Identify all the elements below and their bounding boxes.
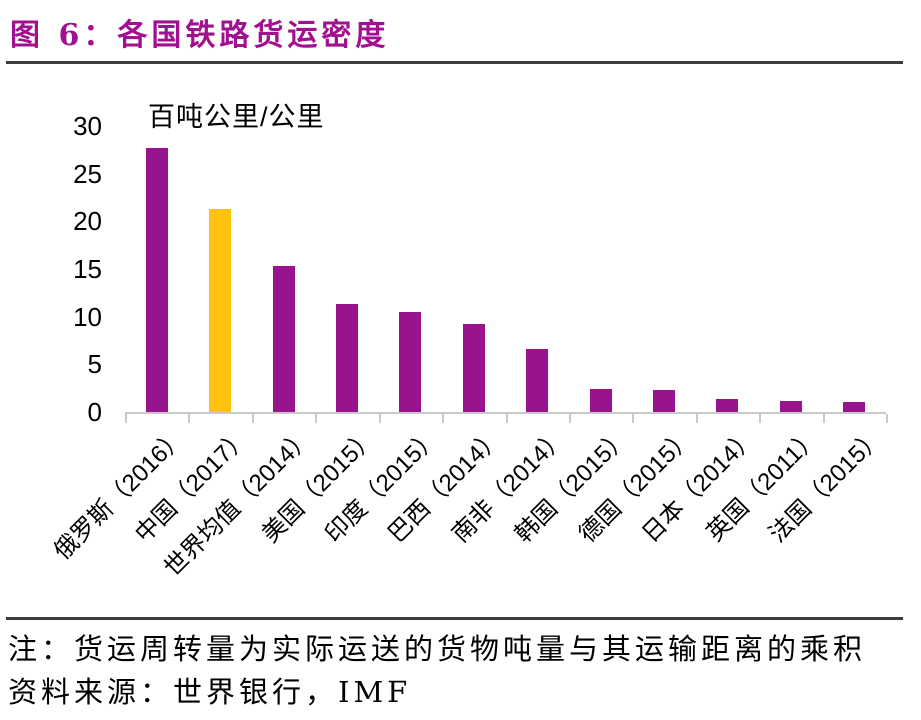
x-axis-tick xyxy=(886,414,888,423)
x-axis-tick xyxy=(125,414,127,423)
bar-中国（2017） xyxy=(209,208,232,412)
x-axis-tick xyxy=(759,414,762,423)
x-axis-tick xyxy=(632,414,635,423)
x-axis-tick xyxy=(822,414,825,423)
bar-俄罗斯（2016） xyxy=(145,147,168,412)
bar-印度（2015） xyxy=(399,311,422,412)
plot-area xyxy=(125,126,888,423)
y-axis-tick-label: 20 xyxy=(73,206,102,237)
bar-世界均值（2014） xyxy=(272,266,295,412)
y-axis-tick-label: 15 xyxy=(73,254,102,284)
x-axis-tick xyxy=(442,414,445,423)
x-axis-tick xyxy=(315,414,318,423)
x-axis-tick xyxy=(695,414,698,423)
y-axis-tick-label: 5 xyxy=(87,349,102,380)
y-axis-tick-label: 0 xyxy=(87,397,102,427)
y-axis-tick-label: 25 xyxy=(73,158,102,189)
bar-法国（2015） xyxy=(843,401,866,412)
bar-日本（2014） xyxy=(716,398,739,412)
y-axis-unit-label: 百吨公里/公里 xyxy=(148,102,325,132)
bar-美国（2015） xyxy=(335,304,358,412)
figure-title: 图 6：各国铁路货运密度 xyxy=(10,18,390,53)
x-axis-label: 法国（2015） xyxy=(763,423,889,549)
bar-巴西（2014） xyxy=(462,324,485,412)
x-axis-tick xyxy=(568,414,571,423)
x-axis-tick xyxy=(188,414,191,423)
x-axis-tick xyxy=(251,414,254,423)
note-text: 注：货运周转量为实际运送的货物吨量与其运输距离的乘积 xyxy=(8,632,867,666)
y-axis-tick-label: 10 xyxy=(73,301,102,332)
title-divider xyxy=(6,61,903,64)
bar-德国（2015） xyxy=(653,390,676,412)
bar-韩国（2015） xyxy=(589,389,612,412)
bar-英国（2011） xyxy=(779,400,802,412)
x-axis-tick xyxy=(505,414,508,423)
y-axis-tick-label: 30 xyxy=(73,111,102,141)
source-text: 资料来源：世界银行，IMF xyxy=(8,675,412,709)
notes-divider xyxy=(6,617,903,620)
x-axis-tick xyxy=(378,414,381,423)
bar-南非（2014） xyxy=(526,349,549,412)
